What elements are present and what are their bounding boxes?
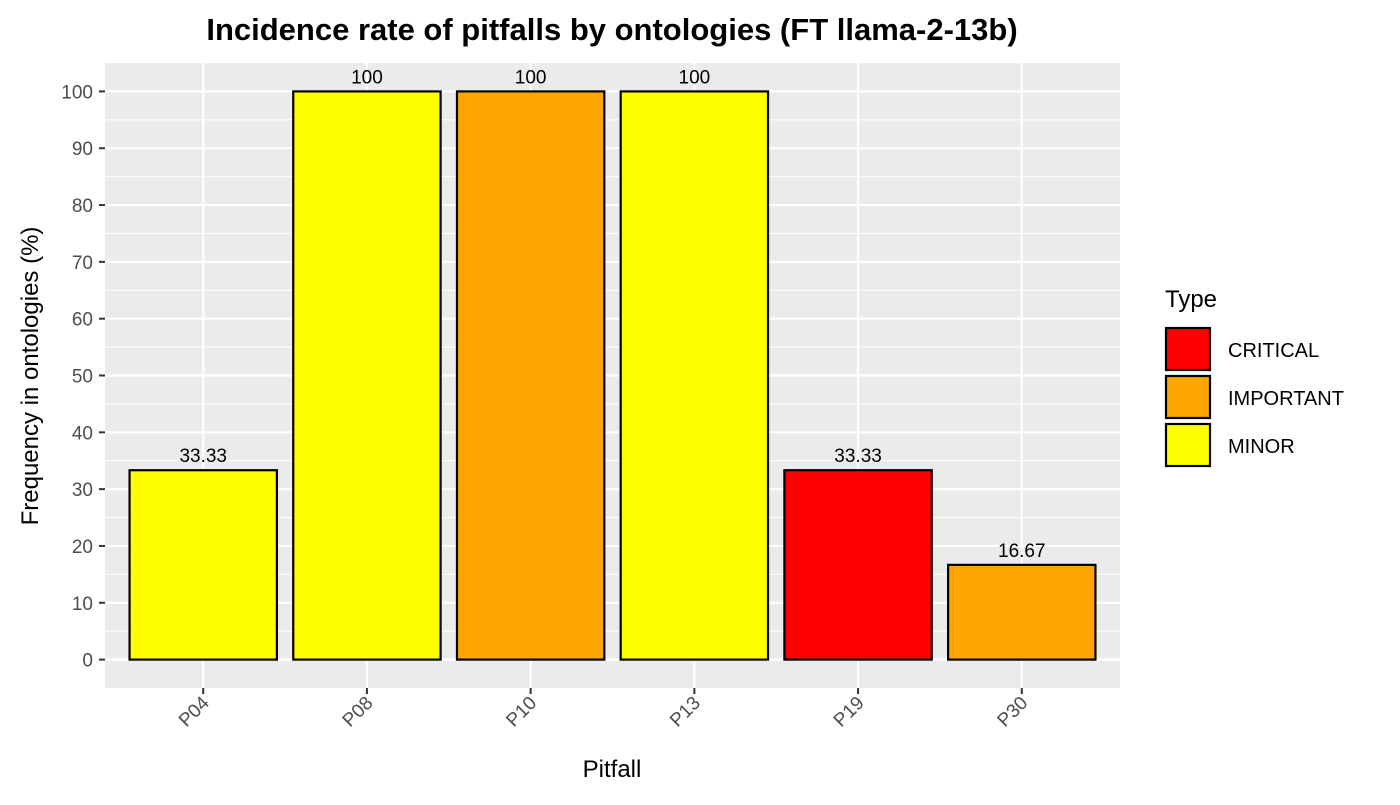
data-label-p08: 100 bbox=[351, 67, 383, 88]
legend-swatch-critical bbox=[1164, 326, 1212, 372]
y-tick-label: 10 bbox=[72, 594, 93, 615]
x-axis-title: Pitfall bbox=[583, 756, 642, 783]
data-label-p13: 100 bbox=[679, 67, 711, 88]
legend-label-important: IMPORTANT bbox=[1228, 388, 1344, 410]
chart-title: Incidence rate of pitfalls by ontologies… bbox=[206, 12, 1017, 47]
x-tick-label-p08: P08 bbox=[339, 693, 378, 732]
bar-p30 bbox=[947, 563, 1097, 661]
y-tick-label: 100 bbox=[61, 82, 93, 103]
legend-label-critical: CRITICAL bbox=[1228, 340, 1319, 362]
y-tick-label: 40 bbox=[72, 423, 93, 444]
x-tick-label-p04: P04 bbox=[175, 692, 214, 731]
bar-p04 bbox=[128, 469, 278, 661]
y-axis: 0 10 20 30 40 50 60 70 80 90 100 bbox=[61, 82, 105, 672]
x-tick-label-p13: P13 bbox=[666, 693, 705, 732]
x-tick-label-p19: P19 bbox=[830, 693, 869, 732]
x-tick-label-p10: P10 bbox=[502, 693, 541, 732]
data-labels: 33.33 100 100 100 33.33 16.67 bbox=[179, 67, 1045, 561]
bar-p08 bbox=[292, 90, 442, 661]
x-axis: P04 P08 P10 P13 P19 P30 bbox=[175, 688, 1032, 731]
y-tick-label: 50 bbox=[72, 367, 93, 388]
y-tick-label: 20 bbox=[72, 537, 93, 558]
y-tick-label: 0 bbox=[82, 651, 93, 672]
data-label-p30: 16.67 bbox=[998, 541, 1046, 562]
legend: Type CRITICAL IMPORTANT MINOR bbox=[1164, 286, 1344, 468]
y-tick-label: 60 bbox=[72, 310, 93, 331]
data-label-p04: 33.33 bbox=[179, 446, 227, 467]
bars bbox=[128, 90, 1097, 661]
y-axis-title: Frequency in ontologies (%) bbox=[17, 227, 44, 526]
x-tick-label-p30: P30 bbox=[994, 693, 1033, 732]
y-tick-label: 30 bbox=[72, 480, 93, 501]
y-tick-label: 90 bbox=[72, 139, 93, 160]
legend-swatch-important bbox=[1164, 374, 1212, 420]
data-label-p10: 100 bbox=[515, 67, 547, 88]
bar-p13 bbox=[619, 90, 770, 661]
y-tick-label: 80 bbox=[72, 196, 93, 217]
legend-swatch-minor bbox=[1164, 422, 1212, 468]
y-tick-label: 70 bbox=[72, 253, 93, 274]
bar-p19 bbox=[783, 469, 933, 661]
legend-title: Type bbox=[1165, 286, 1217, 313]
data-label-p19: 33.33 bbox=[834, 446, 882, 467]
bar-p10 bbox=[455, 90, 606, 661]
legend-label-minor: MINOR bbox=[1228, 436, 1295, 458]
